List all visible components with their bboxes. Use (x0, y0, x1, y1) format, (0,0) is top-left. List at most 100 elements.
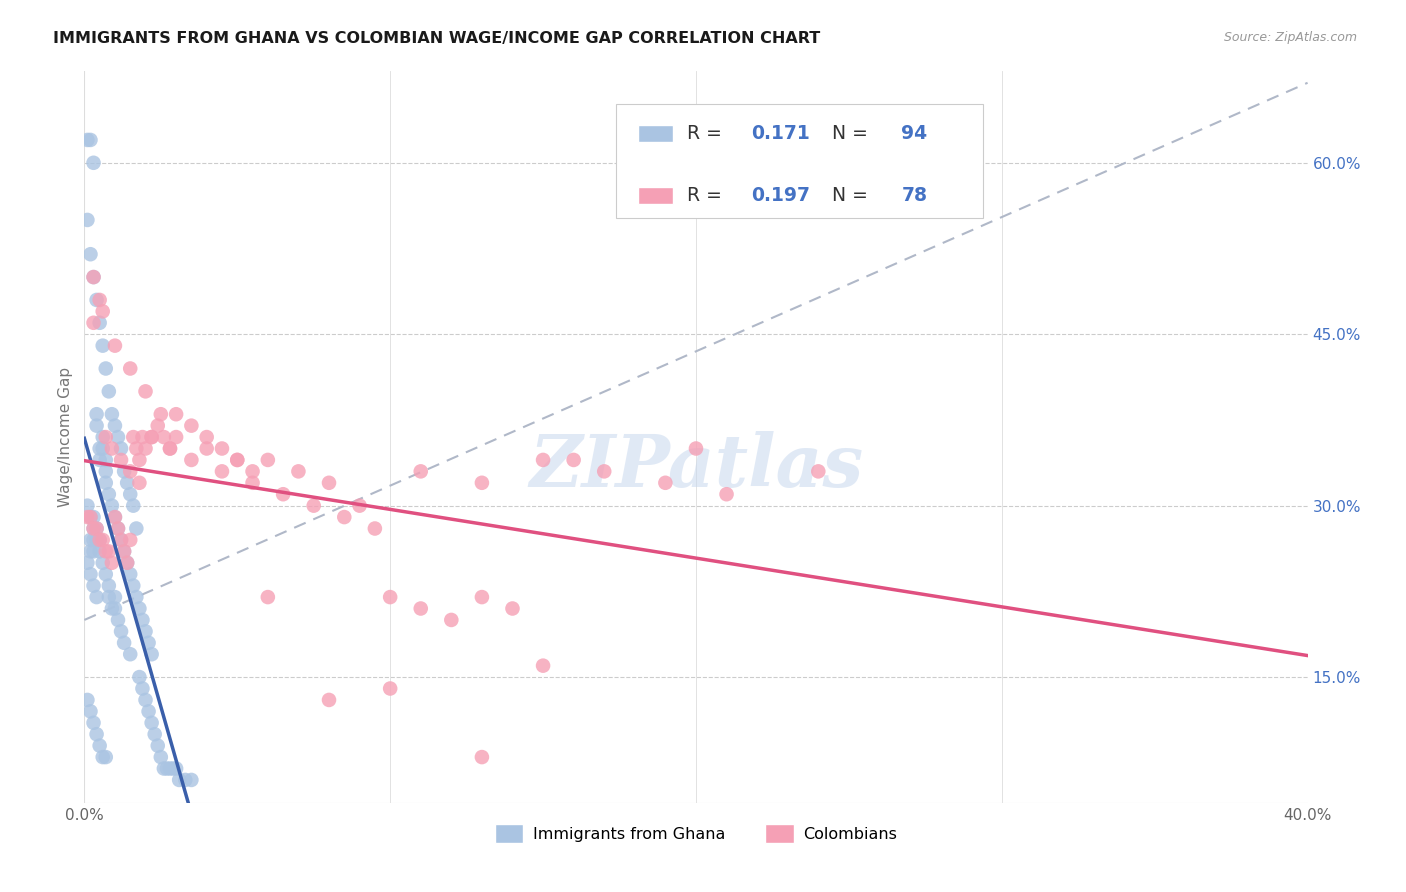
Point (91, 430, 114, 444)
Point (76, 213, 98, 227)
Point (104, 510, 127, 524)
Point (86, 590, 108, 604)
Point (174, 772, 197, 787)
Point (83, 270, 105, 285)
Point (138, 636, 160, 650)
Point (211, 442, 233, 456)
Point (101, 442, 124, 456)
Point (242, 464, 264, 478)
Y-axis label: Wage/Income Gap: Wage/Income Gap (58, 367, 73, 508)
Point (242, 475, 264, 490)
Point (122, 499, 145, 513)
Legend: Immigrants from Ghana, Colombians: Immigrants from Ghana, Colombians (488, 817, 904, 850)
Point (83, 544, 105, 558)
Point (97, 579, 120, 593)
Point (94, 567, 117, 582)
Point (76, 133, 98, 147)
Point (131, 613, 153, 627)
Point (165, 407, 187, 421)
Point (153, 430, 176, 444)
Point (159, 442, 181, 456)
Point (112, 464, 135, 478)
Point (104, 418, 127, 433)
Point (110, 453, 132, 467)
Point (83, 316, 105, 330)
Point (83, 270, 105, 285)
Point (149, 750, 172, 764)
Point (86, 293, 108, 307)
Point (97, 544, 120, 558)
Point (318, 693, 340, 707)
Point (141, 430, 163, 444)
Point (79, 510, 101, 524)
Text: R =: R = (688, 124, 728, 143)
Point (104, 590, 127, 604)
Point (120, 647, 142, 661)
Point (162, 762, 184, 776)
Point (471, 475, 494, 490)
Point (83, 155, 105, 169)
Point (141, 647, 163, 661)
Point (91, 304, 114, 318)
Point (180, 772, 202, 787)
Point (380, 590, 402, 604)
Point (104, 338, 127, 352)
Point (380, 681, 402, 696)
Point (257, 590, 280, 604)
Point (120, 361, 142, 376)
Point (349, 499, 371, 513)
Point (302, 499, 325, 513)
Point (120, 464, 142, 478)
Point (122, 579, 145, 593)
Point (89, 533, 111, 547)
Point (180, 418, 202, 433)
Point (115, 556, 138, 570)
Point (76, 499, 98, 513)
Point (89, 453, 111, 467)
Point (135, 384, 157, 399)
Point (654, 475, 676, 490)
Point (89, 316, 111, 330)
Point (120, 487, 142, 501)
Point (101, 556, 124, 570)
Point (167, 772, 190, 787)
Point (107, 521, 129, 535)
Point (125, 590, 148, 604)
Point (83, 579, 105, 593)
Point (226, 453, 249, 467)
Point (131, 681, 153, 696)
Point (79, 533, 101, 547)
Point (97, 384, 120, 399)
Point (110, 624, 132, 639)
Text: 78: 78 (901, 186, 928, 205)
Point (107, 430, 129, 444)
Point (131, 430, 153, 444)
Point (159, 762, 181, 776)
Point (364, 521, 387, 535)
Text: N =: N = (820, 124, 873, 143)
Point (89, 544, 111, 558)
Point (94, 475, 117, 490)
Text: 0.171: 0.171 (751, 124, 810, 143)
Point (91, 442, 114, 456)
Point (502, 601, 524, 615)
Point (471, 750, 494, 764)
Point (125, 442, 148, 456)
Point (101, 601, 124, 615)
Point (135, 442, 157, 456)
Point (112, 544, 135, 558)
Point (91, 338, 114, 352)
Point (94, 464, 117, 478)
Point (141, 430, 163, 444)
FancyBboxPatch shape (616, 104, 983, 218)
Point (165, 430, 187, 444)
Point (287, 464, 309, 478)
Point (86, 521, 108, 535)
Point (83, 715, 105, 730)
Point (94, 750, 117, 764)
Point (115, 475, 138, 490)
Point (257, 453, 280, 467)
Point (226, 453, 249, 467)
Point (143, 727, 166, 741)
Point (562, 453, 585, 467)
